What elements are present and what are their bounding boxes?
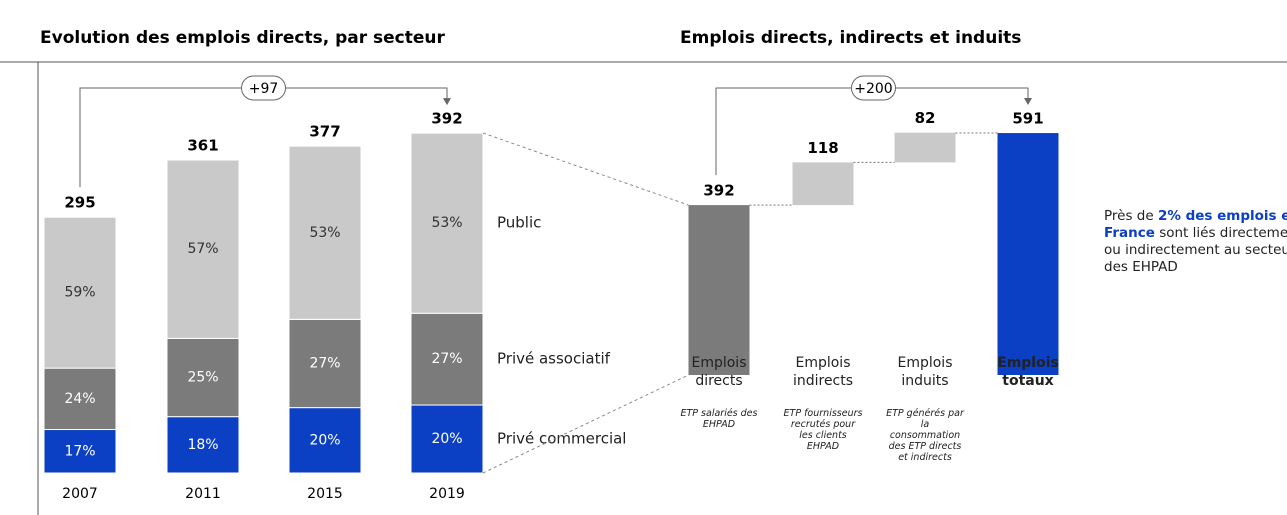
note-highlight: 2% des emplois en France [1104, 208, 1287, 241]
annotation: +97 [249, 81, 279, 97]
zoom-line [482, 374, 689, 474]
total-label: 295 [64, 194, 95, 212]
x-tick-label: Emplois directs [691, 355, 747, 389]
value-label: 27% [309, 356, 340, 372]
value-label: 20% [431, 431, 462, 447]
annotation-pill [851, 75, 896, 101]
value-label: 59% [64, 285, 95, 301]
value-label: 24% [64, 391, 95, 407]
x-tick-label: 2019 [429, 486, 465, 502]
value-label: 17% [64, 443, 95, 459]
value-label: 20% [309, 432, 340, 448]
bar-segment [288, 318, 362, 409]
bar-segment [410, 132, 484, 314]
total-label: 361 [187, 137, 218, 155]
note-prefix: Près de [1104, 208, 1154, 224]
value-label: 591 [1012, 110, 1043, 128]
arrow-head [1024, 98, 1032, 106]
x-sublabel: ETP salariés des EHPAD [680, 408, 758, 430]
legend-label: Privé associatif [497, 350, 611, 368]
legend-label: Privé commercial [497, 430, 626, 448]
x-sublabel: ETP générés par la consommation des ETP … [886, 408, 964, 463]
bar-segment [43, 216, 117, 369]
waterfall-bar [894, 132, 956, 163]
x-tick-label: 2015 [307, 486, 343, 502]
x-tick-label: Emplois totaux [997, 355, 1059, 389]
waterfall-bar [792, 162, 854, 206]
zoom-line [482, 132, 689, 206]
bar-segment [288, 407, 362, 474]
arrow-head [443, 98, 451, 106]
legend-label: Public [497, 214, 541, 232]
total-label: 392 [431, 110, 462, 128]
value-label: 53% [309, 225, 340, 241]
value-label: 18% [187, 437, 218, 453]
bar-segment [166, 416, 240, 474]
waterfall-bar [997, 133, 1059, 375]
value-label: 118 [807, 139, 838, 157]
value-label: 53% [431, 215, 462, 231]
bracket [715, 87, 1029, 176]
bar-segment [410, 312, 484, 406]
note: Près de 2% des emplois en France sont li… [1104, 208, 1287, 276]
x-tick-label: Emplois induits [897, 355, 953, 389]
x-tick-label: 2011 [185, 486, 221, 502]
value-label: 57% [187, 241, 218, 257]
x-tick-label: 2007 [62, 486, 98, 502]
value-label: 82 [915, 109, 936, 127]
value-label: 392 [703, 182, 734, 200]
bar-segment [288, 145, 362, 320]
bar-segment [43, 429, 117, 474]
total-label: 377 [309, 123, 340, 141]
value-label: 27% [431, 351, 462, 367]
x-tick-label: Emplois indirects [792, 355, 854, 389]
annotation-pill [241, 75, 286, 101]
x-sublabel: ETP fournisseurs recrutés pour les clien… [783, 408, 863, 452]
bar-segment [166, 159, 240, 339]
bar-segment [166, 337, 240, 418]
value-label: 25% [187, 370, 218, 386]
annotation: +200 [854, 81, 892, 97]
bracket [79, 87, 448, 188]
note-rest: sont liés directement ou indirectement a… [1104, 225, 1287, 275]
chart-title: Evolution des emplois directs, par secte… [40, 28, 446, 48]
waterfall-bar [688, 205, 750, 375]
chart-title: Emplois directs, indirects et induits [680, 28, 1021, 48]
